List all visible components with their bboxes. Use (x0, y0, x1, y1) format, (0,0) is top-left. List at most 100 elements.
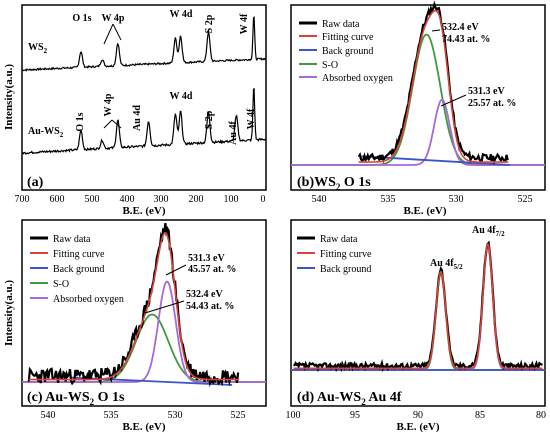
panel-a-label: (a) (27, 175, 44, 190)
panel-c-frame (21, 219, 267, 407)
legend-item: Raw data (322, 19, 360, 30)
legend-item: Back ground (322, 46, 373, 57)
panel-b-plot (291, 0, 545, 166)
panel-a-xticks: 700 600 500 400 300 200 100 0 (15, 194, 266, 205)
panel-c-annotation: 45.57 at. % (188, 264, 236, 275)
panel-a-annotation: W 4p (103, 93, 114, 116)
fitting-curve (293, 242, 543, 370)
fitting-curve (28, 231, 239, 381)
series-label-ws2: WS2 (28, 42, 48, 55)
panel-c-annotation: 531.3 eV (188, 253, 225, 264)
panel-c-ylabel: Intensity(a.u.) (3, 280, 15, 346)
panel-c-legend: Raw data Fitting curve Back ground S-O A… (30, 234, 124, 305)
panel-a-xtick: 200 (189, 194, 204, 205)
panel-c-xtick: 535 (104, 410, 119, 421)
panel-a-xtick: 0 (261, 194, 266, 205)
annotation-leader (103, 23, 114, 45)
panel-d-xticks: 100 95 90 85 80 (286, 410, 547, 421)
panel-c-xtick: 525 (231, 410, 246, 421)
panel-b-label: (b)WS2 O 1s (297, 175, 371, 192)
legend-item: Absorbed oxygen (53, 294, 124, 305)
annotation-leader (440, 94, 467, 107)
panel-a-xtick: 300 (154, 194, 169, 205)
legend-item: Raw data (53, 234, 91, 245)
annotation-leader (431, 29, 441, 32)
panel-c-plot (22, 222, 266, 388)
panel-a-annotation: S 2p (204, 14, 215, 33)
panel-a: 700 600 500 400 300 200 100 0 B.E. (eV) … (3, 4, 267, 217)
survey-line-ws2 (21, 16, 267, 72)
panel-a-frame (21, 4, 267, 191)
panel-b-frame (290, 4, 546, 191)
panel-a-annotation: W 4p (102, 13, 125, 24)
panel-b-xtick: 530 (449, 194, 464, 205)
panel-d-legend: Raw data Fitting curve Back ground (297, 234, 372, 275)
panel-d-xtick: 90 (413, 410, 423, 421)
legend-item: Back ground (320, 264, 371, 275)
annotation-leader (112, 23, 122, 41)
panel-d-xtick: 100 (286, 410, 301, 421)
panel-b-xlabel: B.E. (eV) (403, 205, 446, 217)
panel-d-annotation: Au 4f7/2 (472, 225, 505, 238)
legend-item: S-O (53, 279, 69, 290)
panel-a-xtick: 100 (224, 194, 239, 205)
panel-a-annotation: W 4f (239, 13, 250, 34)
panel-c-xtick: 530 (168, 410, 183, 421)
fitting-curve (358, 9, 509, 163)
annotation-leader (165, 264, 187, 276)
panel-a-xtick: 600 (50, 194, 65, 205)
raw-data-line (27, 222, 240, 388)
panel-a-annotation: Au 4f (228, 121, 239, 145)
panel-d-frame (290, 219, 546, 407)
panel-a-annotation: W 4f (246, 108, 257, 129)
background-line (361, 155, 510, 166)
panel-b-xticks: 540 535 530 525 (312, 194, 533, 205)
panel-a-xtick: 500 (85, 194, 100, 205)
annotation-leader (111, 119, 122, 129)
component-curve (291, 271, 545, 371)
panel-b-xtick: 535 (381, 194, 396, 205)
annotation-leader (144, 300, 185, 314)
survey-line-au-ws2 (21, 87, 267, 155)
panel-a-xlabel: B.E. (eV) (122, 205, 165, 217)
panel-a-plot (21, 16, 267, 155)
panel-d-xtick: 85 (475, 410, 485, 421)
panel-c-xtick: 540 (41, 410, 56, 421)
panel-d-xlabel: B.E. (eV) (396, 421, 439, 432)
panel-a-annotation: Au 4d (132, 105, 143, 131)
legend-item: Raw data (320, 234, 358, 245)
raw-data-line (293, 240, 543, 373)
legend-item: S-O (322, 60, 338, 71)
series-label-au-ws2: Au-WS2 (28, 126, 64, 139)
panel-a-xtick: 400 (120, 194, 135, 205)
panel-b-annotation: 532.4 eV (442, 22, 479, 33)
legend-item: Fitting curve (320, 249, 372, 260)
raw-data-line (357, 0, 509, 166)
panel-b-xtick: 525 (518, 194, 533, 205)
panel-c-xlabel: B.E. (eV) (122, 421, 165, 432)
panel-a-annotation: S 2p (204, 110, 215, 129)
panel-d-xtick: 80 (536, 410, 546, 421)
panel-a-xtick: 700 (15, 194, 30, 205)
panel-c-xticks: 540 535 530 525 (41, 410, 246, 421)
legend-item: Fitting curve (53, 249, 105, 260)
panel-b-annotation: 74.43 at. % (442, 34, 490, 45)
panel-c-annotation: 532.4 eV (186, 289, 223, 300)
panel-b-annotation: 25.57 at. % (468, 98, 516, 109)
panel-d-plot (291, 240, 545, 373)
legend-item: Back ground (53, 264, 104, 275)
panel-a-ylabel: Intensity(a.u.) (3, 64, 15, 130)
legend-item: Fitting curve (322, 32, 374, 43)
panel-b-xtick: 540 (312, 194, 327, 205)
legend-item: Absorbed oxygen (322, 73, 393, 84)
panel-d-annotation: Au 4f5/2 (430, 258, 463, 271)
panel-d: 100 95 90 85 80 B.E. (eV) (d) Au-WS2 Au … (286, 219, 547, 432)
panel-c: 540 535 530 525 B.E. (eV) Intensity(a.u.… (3, 219, 267, 432)
panel-a-annotation: W 4d (170, 9, 193, 20)
panel-d-xtick: 95 (350, 410, 360, 421)
panel-b: 540 535 530 525 B.E. (eV) (b)WS2 O 1s Ra… (290, 0, 546, 217)
panel-c-annotation: 54.43 at. % (186, 301, 234, 312)
panel-d-label: (d) Au-WS2 Au 4f (297, 390, 402, 407)
panel-a-annotation: O 1s (75, 112, 86, 131)
